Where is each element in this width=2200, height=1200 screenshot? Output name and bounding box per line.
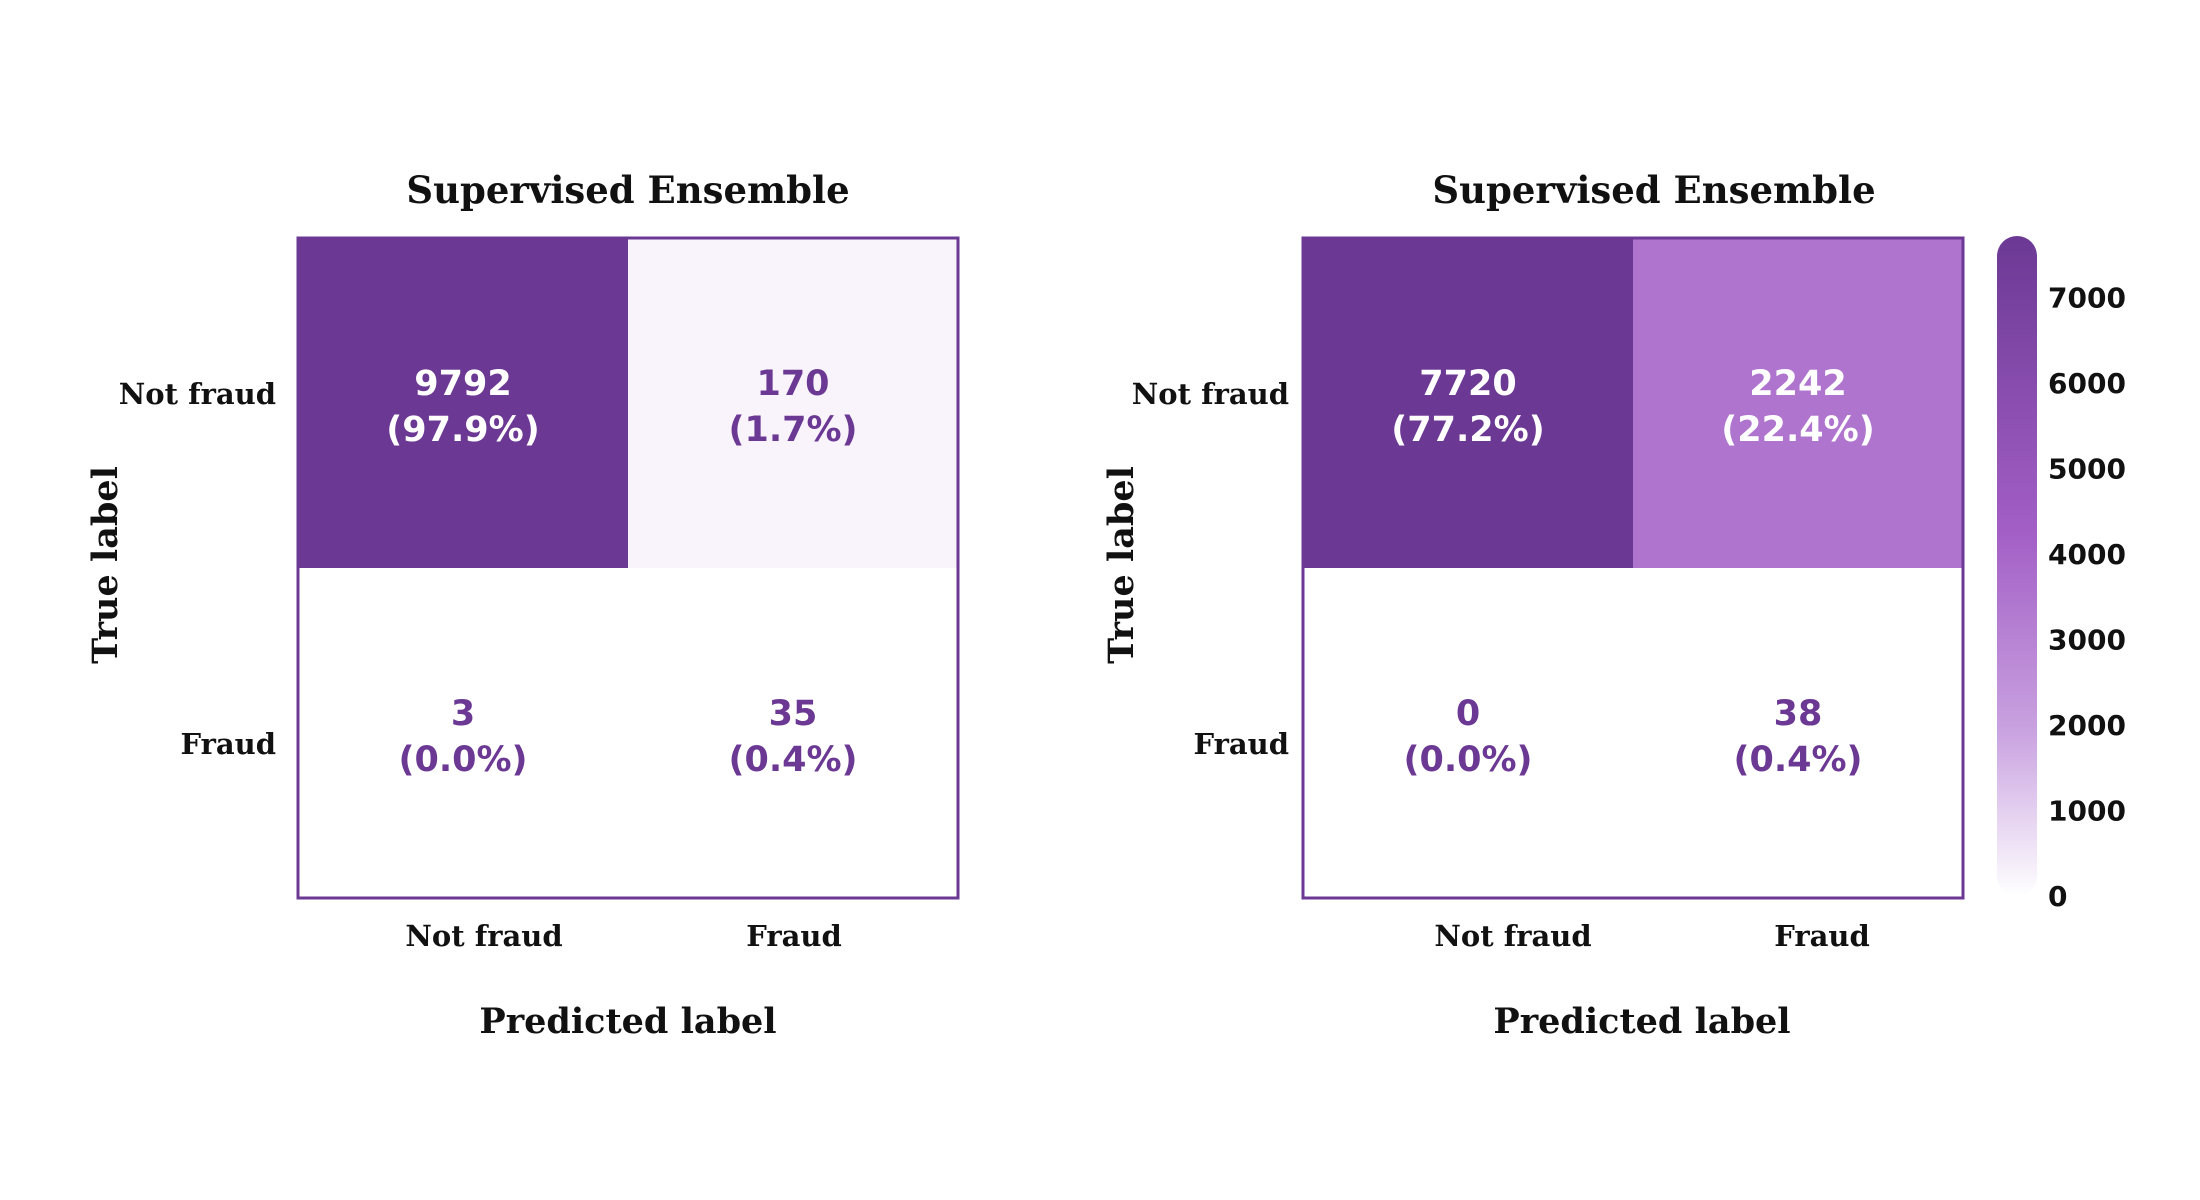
- confusion-matrix-right: Supervised Ensemble 7720 (77.2%) 2242 (22.4…: [1101, 168, 2126, 1042]
- y-axis-label-right: True label: [1101, 466, 1142, 664]
- colorbar-tick-6000: 6000: [2048, 367, 2126, 400]
- matrix-cell-r1-c1: [628, 568, 958, 898]
- colorbar-tick-0: 0: [2048, 880, 2067, 913]
- y-tick-not-fraud-left: Not fraud: [119, 377, 276, 411]
- cell-count-r0-c0: 7720: [1419, 364, 1516, 404]
- x-tick-not-fraud-right: Not fraud: [1434, 919, 1591, 953]
- x-axis-label-left: Predicted label: [479, 1001, 776, 1042]
- matrix-cell-r0-c0: [298, 238, 628, 568]
- matrix-cell-r0-c1: [628, 238, 958, 568]
- confusion-matrix-left: Supervised Ensemble 9792 (97.9%) 170 (1.7%)…: [85, 168, 960, 1042]
- cell-percent-r0-c1: (1.7%): [728, 410, 857, 450]
- colorbar-tick-7000: 7000: [2048, 282, 2126, 315]
- cell-count-r1-c0: 3: [451, 694, 475, 734]
- matrix-border-right: [1301, 236, 1965, 900]
- cell-count-r0-c1: 170: [756, 364, 829, 404]
- x-tick-not-fraud-left: Not fraud: [405, 919, 562, 953]
- chart-title-left: Supervised Ensemble: [406, 168, 849, 212]
- cell-percent-r0-c0: (97.9%): [386, 410, 539, 450]
- colorbar-tick-5000: 5000: [2048, 453, 2126, 486]
- colorbar-tick-4000: 4000: [2048, 538, 2126, 571]
- cell-percent-r1-c0: (0.0%): [398, 740, 527, 780]
- matrix-cells-right: 7720 (77.2%) 2242 (22.4%) 0 (0.0%) 38 (0.4%): [1303, 238, 1963, 898]
- y-tick-fraud-left: Fraud: [180, 727, 276, 761]
- cell-percent-r0-c0: (77.2%): [1391, 410, 1544, 450]
- matrix-cell-r0-c0: [1303, 238, 1633, 568]
- colorbar-tick-3000: 3000: [2048, 624, 2126, 657]
- colorbar: 0 1000 2000 3000 4000 5000 6000 7000: [1997, 236, 2126, 913]
- colorbar-tick-2000: 2000: [2048, 709, 2126, 742]
- y-axis-label-left: True label: [85, 466, 126, 664]
- y-tick-fraud-right: Fraud: [1193, 727, 1289, 761]
- matrix-cell-r1-c0: [1303, 568, 1633, 898]
- chart-title-right: Supervised Ensemble: [1432, 168, 1875, 212]
- cell-percent-r1-c1: (0.4%): [728, 740, 857, 780]
- cell-percent-r1-c0: (0.0%): [1403, 740, 1532, 780]
- cell-count-r1-c1: 38: [1774, 694, 1823, 734]
- colorbar-ticks: 0 1000 2000 3000 4000 5000 6000 7000: [2048, 282, 2126, 913]
- colorbar-gradient: [1997, 236, 2037, 896]
- cell-count-r0-c0: 9792: [414, 364, 511, 404]
- x-tick-fraud-right: Fraud: [1774, 919, 1870, 953]
- cell-count-r0-c1: 2242: [1749, 364, 1846, 404]
- x-tick-fraud-left: Fraud: [746, 919, 842, 953]
- cell-count-r1-c0: 0: [1456, 694, 1480, 734]
- cell-percent-r0-c1: (22.4%): [1721, 410, 1874, 450]
- cell-count-r1-c1: 35: [769, 694, 818, 734]
- matrix-border-left: [296, 236, 960, 900]
- matrix-cell-r1-c1: [1633, 568, 1963, 898]
- x-axis-label-right: Predicted label: [1493, 1001, 1790, 1042]
- matrix-cells-left: 9792 (97.9%) 170 (1.7%) 3 (0.0%) 35 (0.4%): [298, 238, 958, 898]
- cell-percent-r1-c1: (0.4%): [1733, 740, 1862, 780]
- matrix-cell-r1-c0: [298, 568, 628, 898]
- colorbar-tick-1000: 1000: [2048, 795, 2126, 828]
- y-tick-not-fraud-right: Not fraud: [1132, 377, 1289, 411]
- matrix-cell-r0-c1: [1633, 238, 1963, 568]
